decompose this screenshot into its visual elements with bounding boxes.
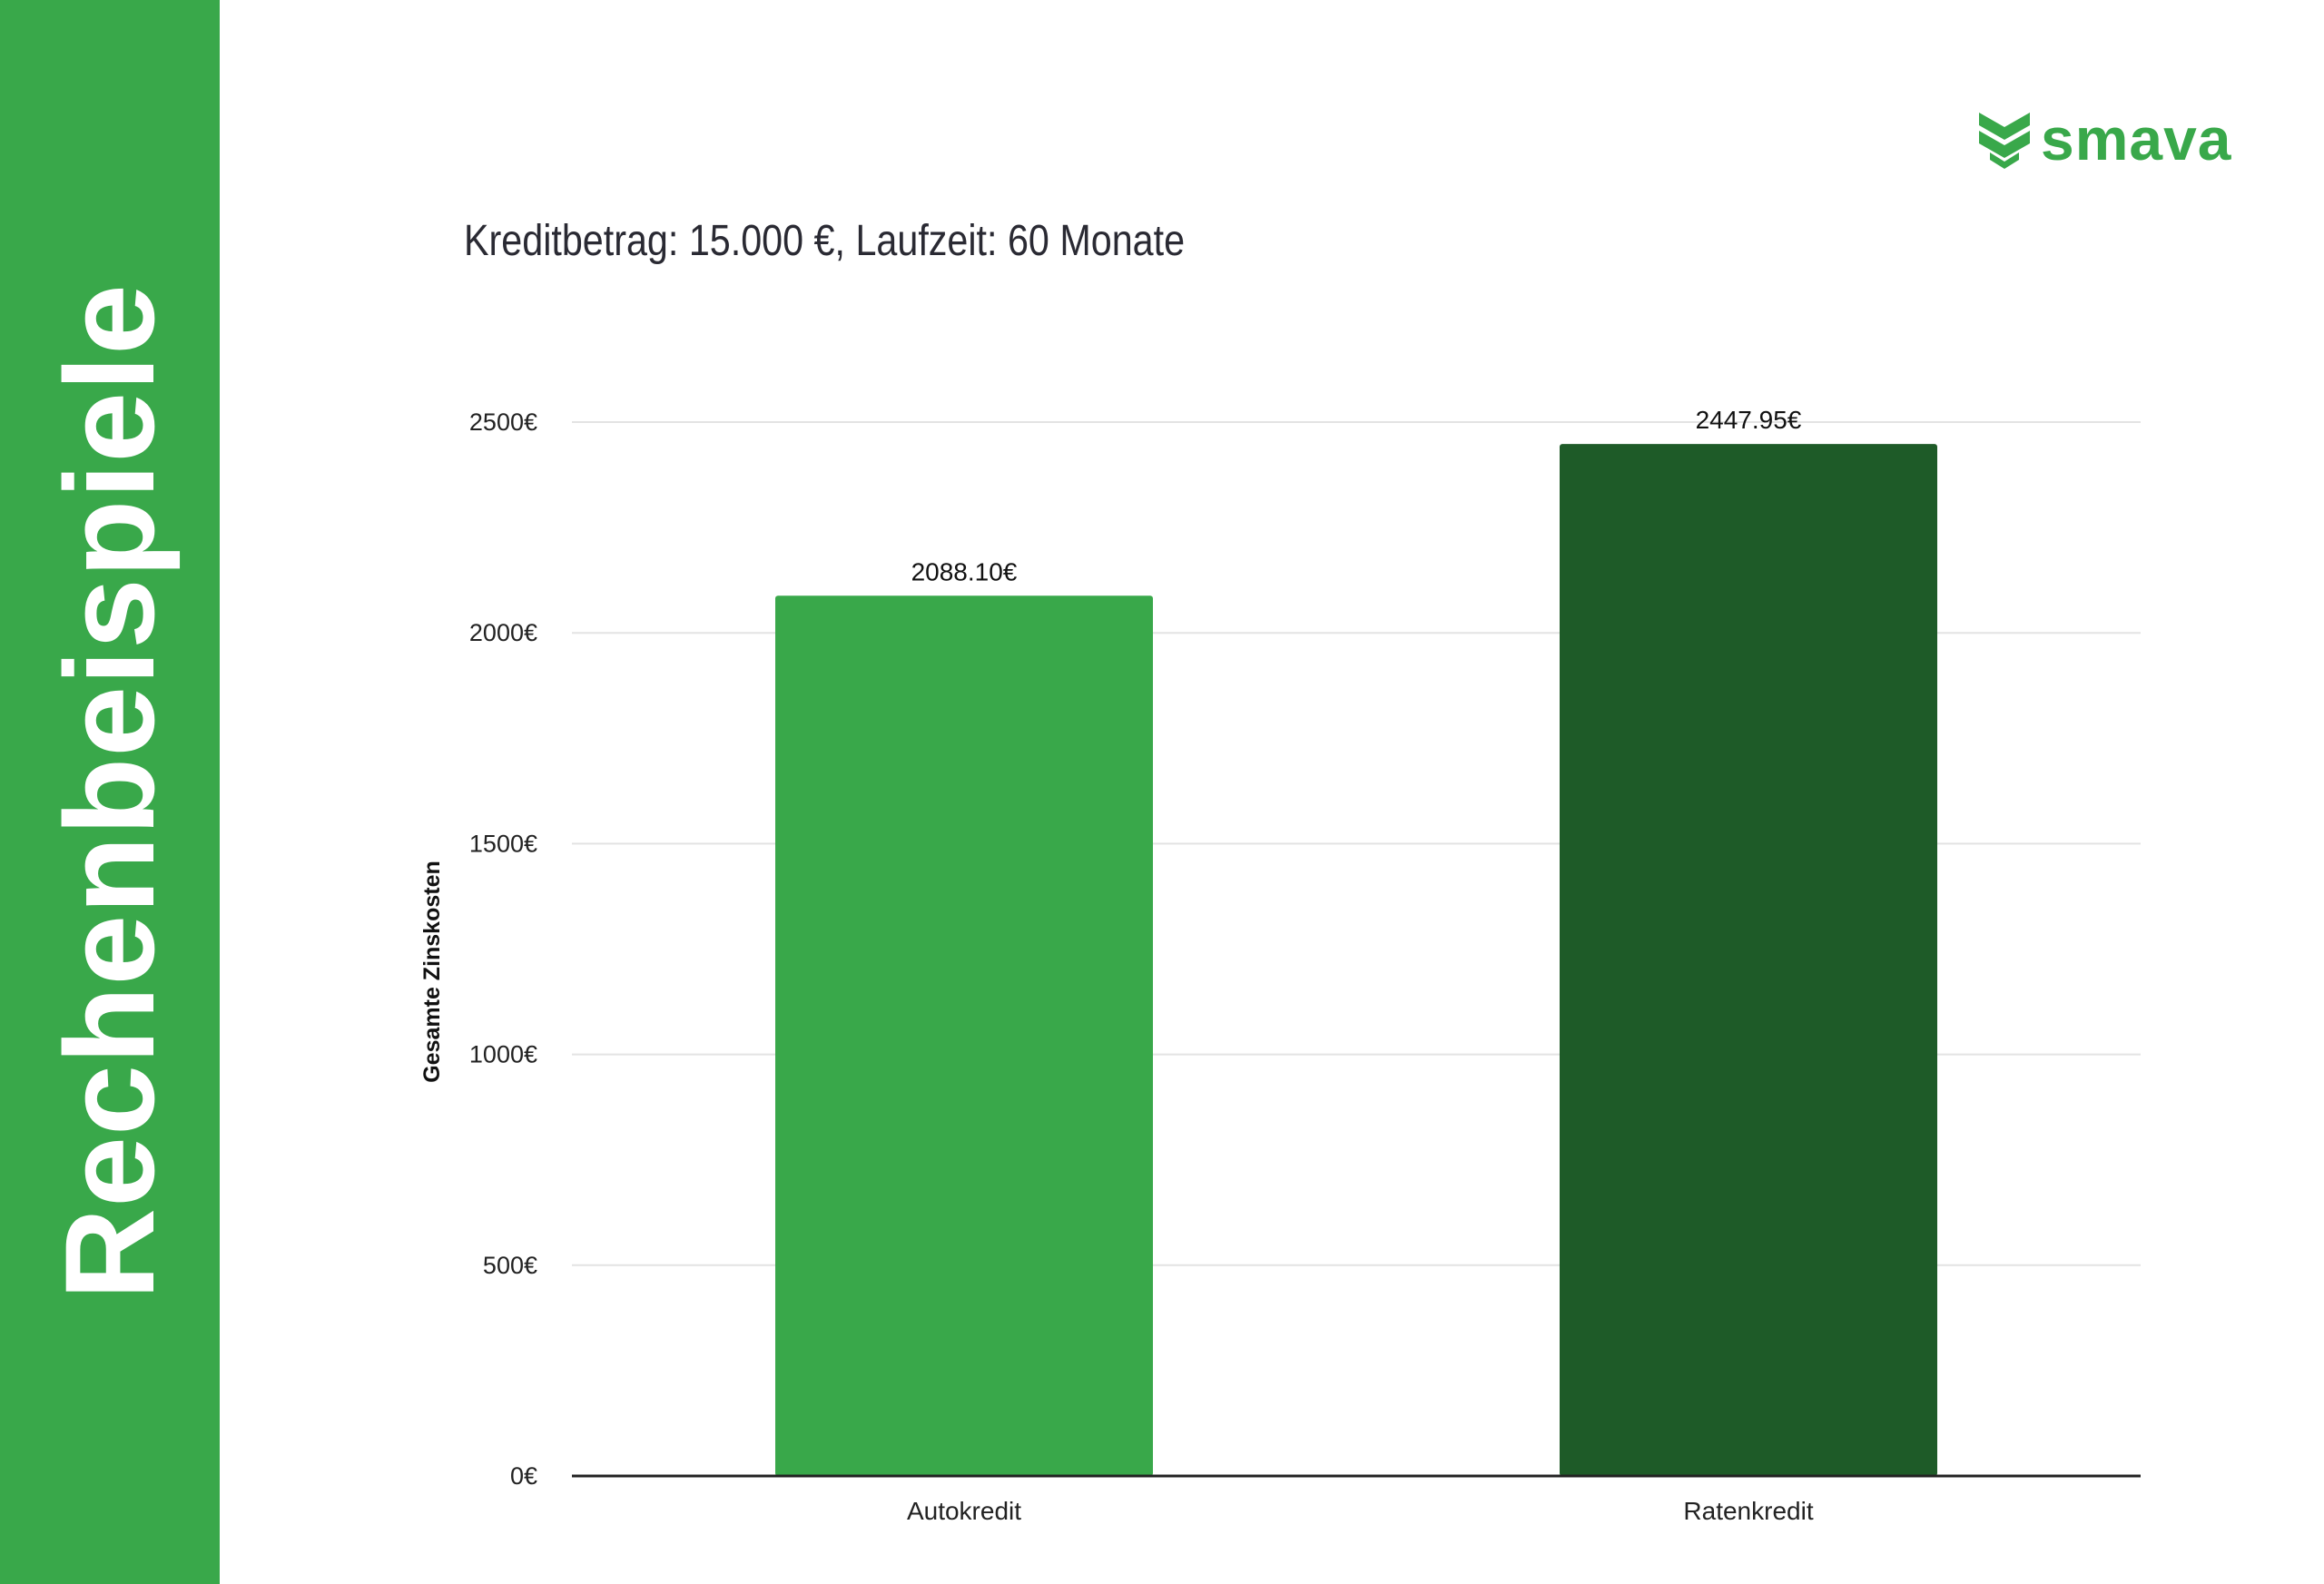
data-label: 2088.10€: [911, 557, 1018, 585]
logo-text: smava: [2041, 105, 2232, 172]
y-tick-label: 500€: [483, 1252, 537, 1279]
chart-title: Kreditbetrag: 15.000 €, Laufzeit: 60 Mon…: [464, 217, 1186, 265]
y-tick-label: 2500€: [469, 408, 537, 436]
x-tick-label: Autokredit: [907, 1497, 1021, 1525]
bar-autokredit: [775, 595, 1153, 1476]
smava-logo: smava: [1977, 109, 2232, 169]
y-tick-label: 2000€: [469, 619, 537, 646]
y-axis-label: Gesamte Zinskosten: [419, 861, 445, 1083]
data-label: 2447.95€: [1696, 406, 1802, 434]
bar-ratenkredit: [1560, 444, 1937, 1477]
sidebar-banner: Rechenbeispiele: [0, 0, 220, 1584]
smava-chevron-icon: [1979, 113, 2030, 169]
y-tick-label: 1500€: [469, 830, 537, 857]
y-tick-label: 1000€: [469, 1041, 537, 1068]
x-tick-label: Ratenkredit: [1683, 1497, 1813, 1525]
y-tick-label: 0€: [510, 1462, 537, 1490]
